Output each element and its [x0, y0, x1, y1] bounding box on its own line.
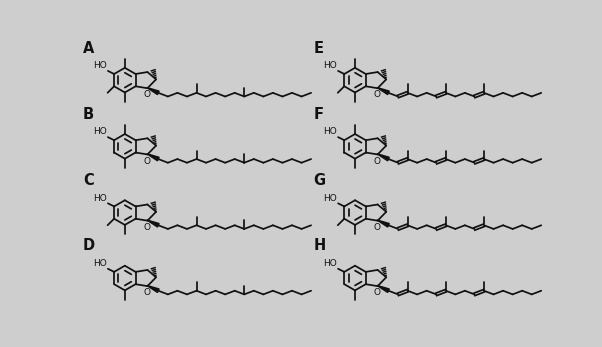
Text: G: G — [313, 173, 325, 188]
Text: O: O — [143, 223, 150, 232]
Text: A: A — [83, 41, 95, 56]
Text: O: O — [373, 90, 380, 99]
Text: C: C — [83, 173, 94, 188]
Text: D: D — [83, 238, 95, 253]
Text: O: O — [143, 288, 150, 297]
Text: HO: HO — [323, 194, 337, 203]
Text: B: B — [83, 107, 94, 122]
Text: O: O — [373, 288, 380, 297]
Text: HO: HO — [93, 194, 107, 203]
Text: H: H — [313, 238, 326, 253]
Text: HO: HO — [93, 259, 107, 268]
Text: O: O — [143, 90, 150, 99]
Polygon shape — [147, 285, 159, 293]
Text: O: O — [373, 223, 380, 232]
Text: HO: HO — [323, 259, 337, 268]
Polygon shape — [377, 285, 389, 293]
Text: HO: HO — [93, 61, 107, 70]
Text: HO: HO — [323, 61, 337, 70]
Polygon shape — [147, 87, 159, 95]
Text: O: O — [143, 156, 150, 166]
Text: HO: HO — [323, 127, 337, 136]
Text: E: E — [313, 41, 323, 56]
Text: HO: HO — [93, 127, 107, 136]
Polygon shape — [147, 220, 159, 227]
Polygon shape — [377, 154, 389, 161]
Polygon shape — [147, 154, 159, 161]
Polygon shape — [377, 220, 389, 227]
Polygon shape — [377, 87, 389, 95]
Text: O: O — [373, 156, 380, 166]
Text: F: F — [313, 107, 323, 122]
